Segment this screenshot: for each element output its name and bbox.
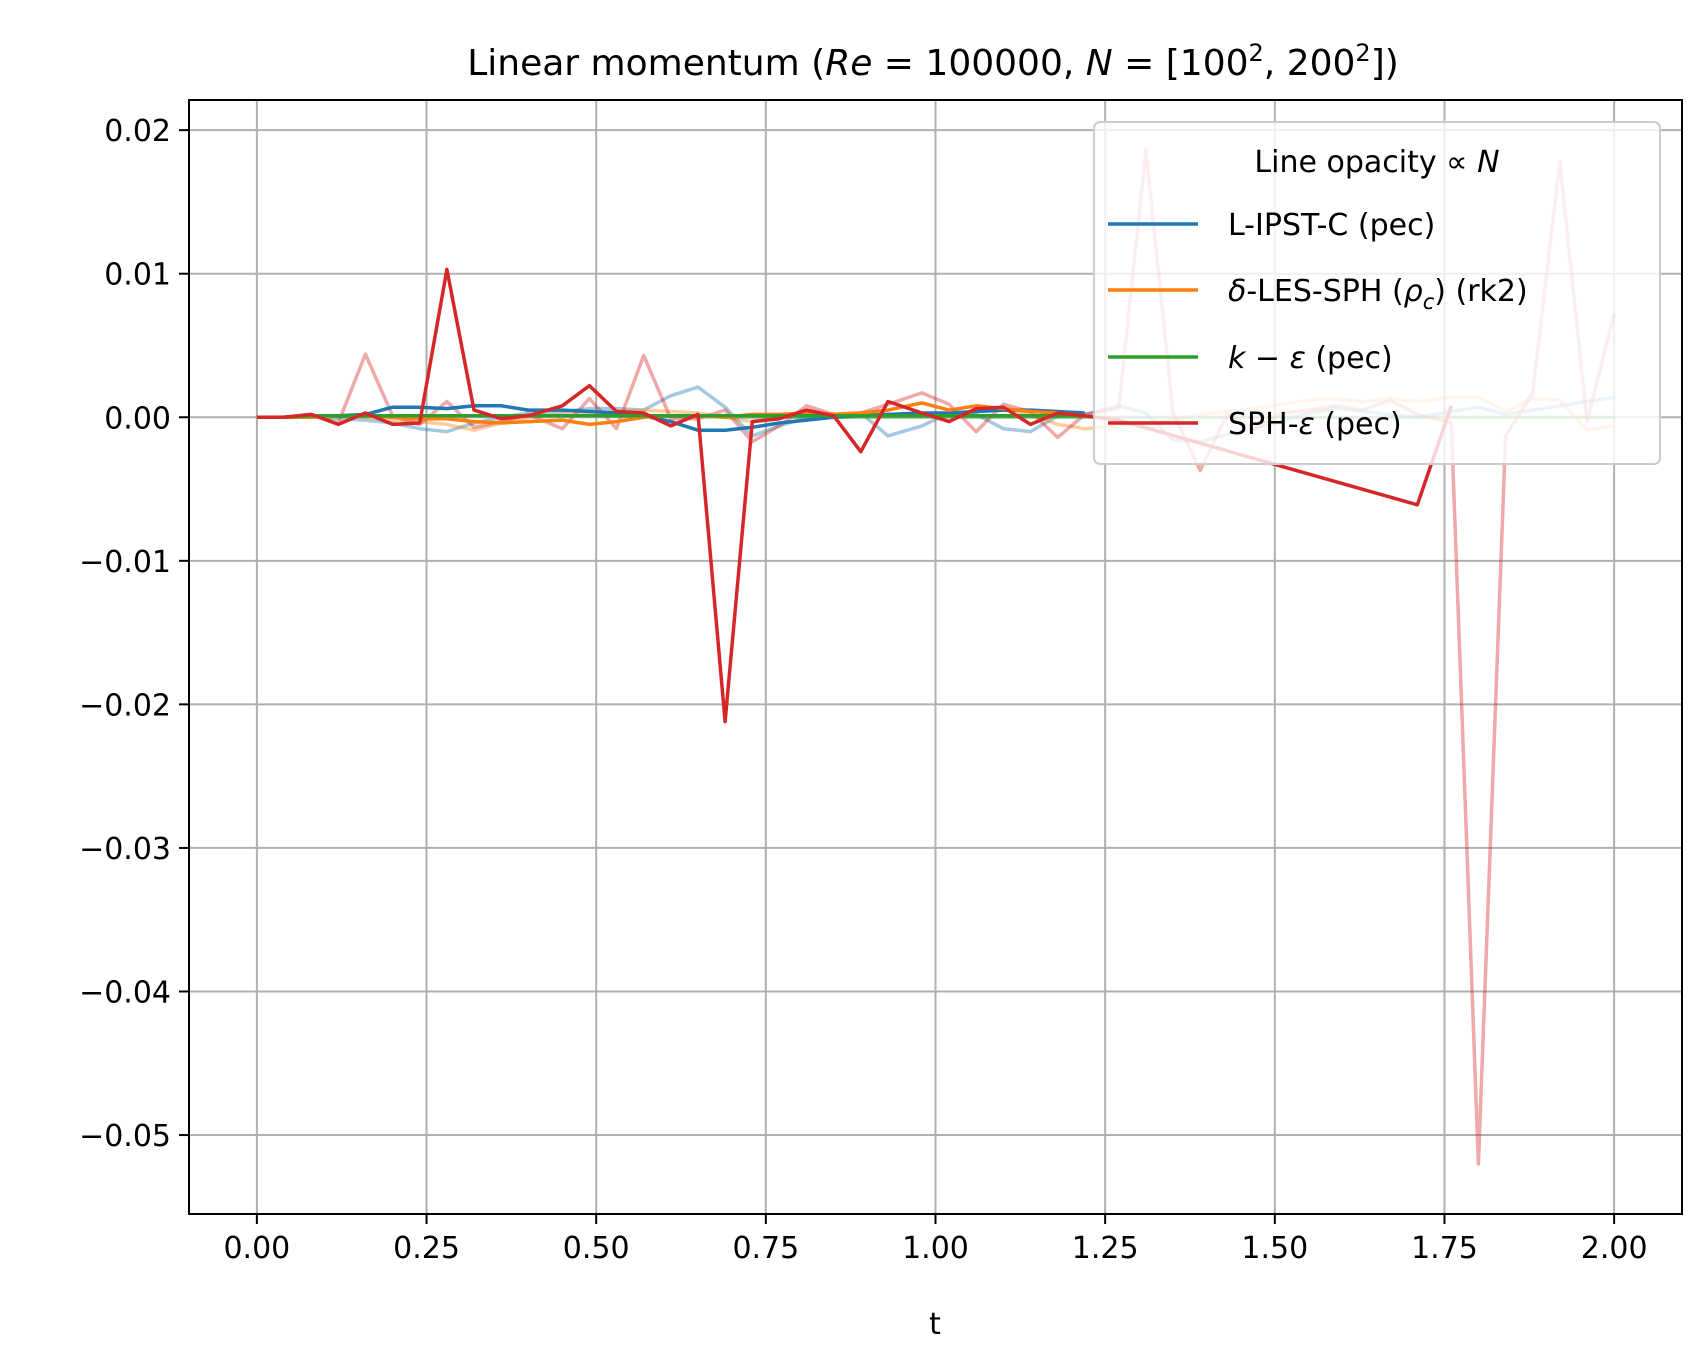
- x-tick-label: 1.00: [902, 1231, 969, 1266]
- x-tick-label: 2.00: [1581, 1231, 1648, 1266]
- y-tick-label: −0.03: [79, 832, 171, 867]
- legend: Line opacity ∝ N L-IPST-C (pec) δ-LES-SP…: [1093, 121, 1661, 465]
- y-tick-label: −0.05: [79, 1119, 171, 1154]
- x-tick-label: 1.50: [1241, 1231, 1308, 1266]
- series-line-2-run-0: [256, 414, 1085, 420]
- x-tick-label: 0.50: [563, 1231, 630, 1266]
- x-tick-label: 1.25: [1072, 1231, 1139, 1266]
- legend-title: Line opacity ∝ N: [1254, 145, 1499, 180]
- legend-label-delta-les-sph: δ-LES-SPH (ρc) (rk2): [1228, 274, 1528, 314]
- legend-label-k-epsilon: k − ε (pec): [1228, 341, 1393, 376]
- series-line-3-run-0: [256, 267, 1453, 724]
- x-tick-label: 0.25: [393, 1231, 460, 1266]
- series-line-0-run-0: [256, 404, 1085, 432]
- x-axis-label: t: [929, 1307, 941, 1342]
- y-tick-label: −0.02: [79, 688, 171, 723]
- x-tick-label: 1.75: [1411, 1231, 1478, 1266]
- y-tick-label: 0.00: [104, 401, 171, 436]
- y-tick-label: −0.04: [79, 975, 171, 1010]
- y-tick-label: 0.02: [104, 114, 171, 149]
- chart-title: Linear momentum (Re = 100000, N = [1002,…: [467, 39, 1399, 84]
- x-axis: 0.00 0.25 0.50 0.75 1.00 1.25 1.50 1.75 2.00: [223, 1214, 1648, 1266]
- legend-label-l-ipst-c: L-IPST-C (pec): [1228, 208, 1435, 243]
- y-tick-label: 0.01: [104, 258, 171, 293]
- legend-box: [1093, 121, 1661, 465]
- y-tick-label: −0.01: [79, 545, 171, 580]
- legend-label-sph-epsilon: SPH-ε (pec): [1228, 407, 1402, 442]
- x-tick-label: 0.00: [223, 1231, 290, 1266]
- y-axis: 0.02 0.01 0.00 −0.01 −0.02 −0.03 −0.04 −0.05: [79, 114, 189, 1154]
- x-tick-label: 0.75: [732, 1231, 799, 1266]
